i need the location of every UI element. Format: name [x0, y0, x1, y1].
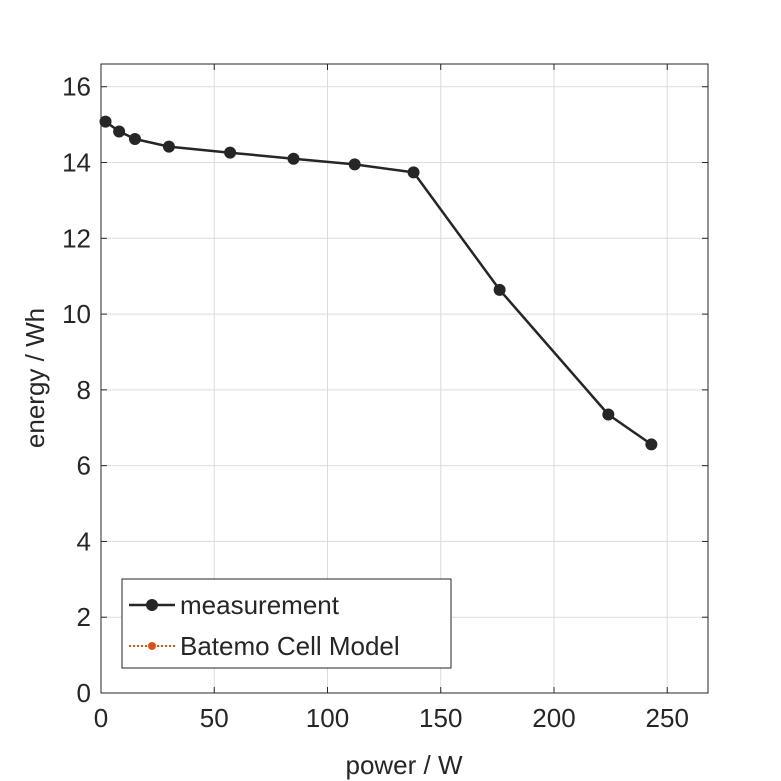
y-tick-label: 2 — [77, 602, 91, 632]
y-tick-label: 4 — [77, 526, 91, 556]
legend: measurement Batemo Cell Model — [121, 578, 452, 669]
axis-ticks: 0 50 100 150 200 250 0 2 4 6 8 10 12 14 16 — [62, 64, 708, 733]
y-tick-label: 0 — [77, 678, 91, 708]
x-tick-label: 50 — [200, 703, 229, 733]
data-point — [493, 283, 506, 296]
data-point — [348, 158, 361, 171]
y-tick-label: 8 — [77, 375, 91, 405]
x-tick-label: 200 — [532, 703, 575, 733]
legend-marker — [148, 642, 156, 650]
y-tick-label: 12 — [62, 223, 91, 253]
plot-frame — [100, 63, 709, 694]
data-point — [162, 140, 175, 153]
x-axis-label: power / W — [345, 750, 462, 780]
data-point — [602, 408, 615, 421]
x-tick-label: 100 — [306, 703, 349, 733]
data-series — [99, 115, 658, 451]
y-axis-label: energy / Wh — [20, 308, 50, 448]
data-point — [128, 133, 141, 146]
data-point — [407, 166, 420, 179]
y-tick-label: 10 — [62, 299, 91, 329]
x-tick-label: 150 — [419, 703, 462, 733]
data-point — [99, 115, 112, 128]
x-tick-label: 250 — [646, 703, 689, 733]
legend-items: measurement Batemo Cell Model — [129, 590, 400, 661]
data-point — [113, 125, 126, 138]
y-tick-label: 14 — [62, 148, 91, 178]
y-tick-label: 16 — [62, 72, 91, 102]
legend-label: Batemo Cell Model — [180, 631, 400, 661]
legend-box — [121, 578, 452, 669]
data-point — [645, 438, 658, 451]
data-point — [287, 152, 300, 165]
legend-label: measurement — [180, 590, 340, 620]
x-tick-label: 0 — [94, 703, 108, 733]
y-tick-label: 6 — [77, 451, 91, 481]
data-point — [224, 146, 237, 159]
legend-marker — [146, 599, 158, 611]
